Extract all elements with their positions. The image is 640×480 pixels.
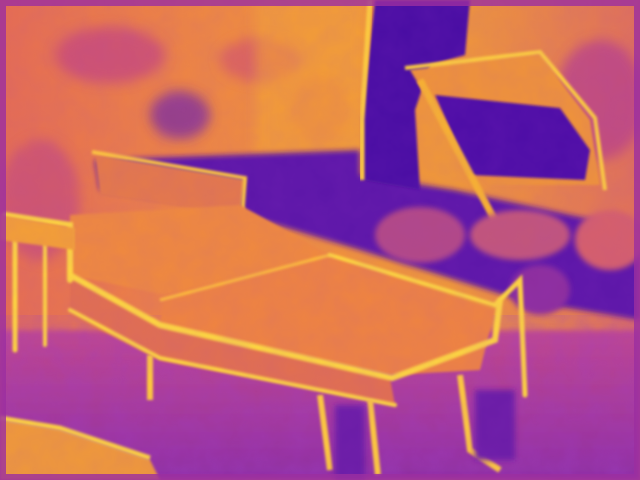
image-noise-overlay <box>0 0 640 480</box>
thermal-image-canvas <box>0 0 640 480</box>
image-border <box>0 0 640 480</box>
thermal-image-scene <box>0 0 640 480</box>
